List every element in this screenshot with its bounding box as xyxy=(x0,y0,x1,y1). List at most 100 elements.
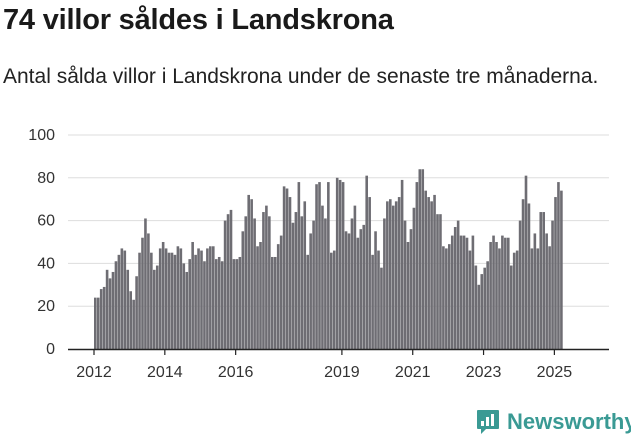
page-subtitle: Antal sålda villor i Landskrona under de… xyxy=(3,65,599,88)
bar xyxy=(182,263,186,349)
bar xyxy=(341,182,345,349)
bar xyxy=(442,246,445,349)
bar xyxy=(533,233,537,349)
y-tick-label: 60 xyxy=(37,213,55,230)
y-tick-label: 40 xyxy=(37,255,55,272)
bar xyxy=(273,256,277,349)
bar xyxy=(427,197,430,349)
bar xyxy=(492,235,495,349)
bar xyxy=(353,205,357,349)
bar xyxy=(250,199,253,349)
bar xyxy=(102,286,106,349)
bar xyxy=(176,246,180,349)
bar xyxy=(445,248,448,349)
bar xyxy=(158,248,162,349)
bar xyxy=(512,252,516,349)
bar xyxy=(235,259,239,349)
bar xyxy=(209,246,212,349)
bar xyxy=(108,278,112,349)
bar xyxy=(120,248,124,349)
bar xyxy=(318,182,321,349)
bar xyxy=(150,252,153,349)
bar xyxy=(241,231,245,349)
bar xyxy=(389,199,392,349)
bar xyxy=(406,242,410,349)
bar xyxy=(300,216,304,349)
bar xyxy=(111,271,115,349)
bar xyxy=(468,250,472,349)
bar xyxy=(412,207,416,349)
newsworthy-logo[interactable]: Newsworthy xyxy=(476,407,631,437)
bar xyxy=(448,244,451,349)
bar xyxy=(244,216,248,349)
bar xyxy=(247,194,250,349)
bar xyxy=(509,265,513,349)
bar xyxy=(217,256,221,349)
bar xyxy=(332,250,336,349)
x-tick-label: 2016 xyxy=(218,364,254,381)
x-tick-label: 2014 xyxy=(147,364,183,381)
bar xyxy=(545,233,548,349)
bar xyxy=(433,194,436,349)
bar xyxy=(477,284,481,349)
bar xyxy=(456,220,460,349)
bar xyxy=(359,229,363,349)
bar xyxy=(229,209,233,349)
bar xyxy=(138,252,141,349)
bar xyxy=(527,203,531,349)
bar xyxy=(132,299,135,349)
bar xyxy=(539,212,543,349)
bar xyxy=(327,182,330,349)
bar xyxy=(365,175,368,349)
bar xyxy=(297,182,301,349)
bar xyxy=(474,265,478,349)
bar xyxy=(291,222,295,349)
x-tick-label: 2025 xyxy=(537,364,573,381)
bar xyxy=(315,184,318,349)
bar xyxy=(194,254,197,349)
bar xyxy=(232,259,236,349)
bar xyxy=(164,248,168,349)
bar xyxy=(560,190,563,349)
bar xyxy=(144,218,147,349)
y-tick-label: 100 xyxy=(28,127,55,144)
bar xyxy=(356,237,360,349)
bar xyxy=(386,201,389,349)
bar xyxy=(96,297,100,349)
bar xyxy=(504,237,507,349)
bar xyxy=(430,201,433,349)
bar xyxy=(521,199,525,349)
bar xyxy=(200,250,203,349)
bar xyxy=(173,254,177,349)
bar xyxy=(371,254,374,349)
bar xyxy=(439,214,442,349)
bar xyxy=(324,218,327,349)
bar xyxy=(383,218,386,349)
bar xyxy=(185,271,189,349)
bar xyxy=(453,227,457,349)
bar xyxy=(554,197,557,349)
y-tick-label: 80 xyxy=(37,170,55,187)
page-title: 74 villor såldes i Landskrona xyxy=(3,4,394,36)
bar xyxy=(288,197,292,349)
newsworthy-logo-icon xyxy=(477,410,499,434)
bar xyxy=(338,179,342,349)
bar xyxy=(212,246,215,349)
bar xyxy=(498,248,501,349)
bar xyxy=(135,276,138,349)
bar xyxy=(421,169,425,349)
bar xyxy=(486,261,489,349)
bar xyxy=(126,269,130,349)
bar xyxy=(350,218,354,349)
bar xyxy=(294,212,298,349)
bar xyxy=(285,188,289,349)
bar xyxy=(459,235,463,349)
bar xyxy=(268,216,271,349)
bars-layer xyxy=(94,169,563,349)
highlight-value-label: 74 xyxy=(585,0,605,4)
bar xyxy=(450,235,454,349)
bar xyxy=(557,182,560,349)
bar xyxy=(321,205,324,349)
bar xyxy=(462,235,466,349)
